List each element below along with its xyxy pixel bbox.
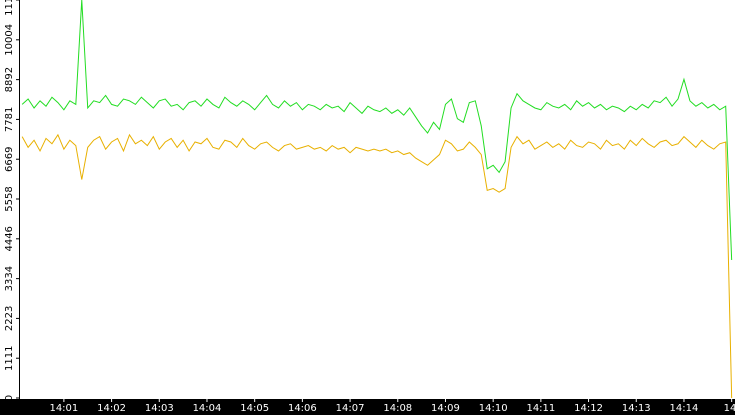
series-line — [21, 0, 733, 261]
y-tick-label: 11116 — [4, 0, 15, 16]
y-tick-label: 3334 — [4, 266, 15, 291]
x-tick-label: 14: — [724, 403, 735, 414]
x-tick-label: 14:11 — [526, 403, 555, 414]
x-tick-label: 14:01 — [49, 403, 78, 414]
x-tick-label: 14:06 — [288, 403, 317, 414]
x-tick-label: 14:02 — [97, 403, 126, 414]
x-tick-label: 14:13 — [622, 403, 651, 414]
series-line — [21, 133, 733, 399]
x-tick-label: 14:14 — [670, 403, 699, 414]
x-tick-label: 14:10 — [479, 403, 508, 414]
x-tick-label: 14:04 — [193, 403, 222, 414]
y-tick-label: 4446 — [4, 226, 15, 251]
y-tick-label: 7781 — [4, 107, 15, 132]
x-tick-label: 14:09 — [431, 403, 460, 414]
y-tick-label: 1111 — [4, 345, 15, 370]
x-tick-label: 14:05 — [240, 403, 269, 414]
y-tick-label: 2223 — [4, 306, 15, 331]
y-tick-label: 10004 — [4, 24, 15, 56]
y-tick-label: 5558 — [4, 186, 15, 211]
x-axis-band — [0, 399, 735, 415]
y-tick-label: 8892 — [4, 67, 15, 92]
x-tick-label: 14:08 — [383, 403, 412, 414]
y-tick-label: 0 — [4, 395, 15, 401]
x-tick-label: 14:03 — [145, 403, 174, 414]
x-tick-label: 14:12 — [574, 403, 603, 414]
x-tick-label: 14:07 — [336, 403, 365, 414]
y-tick-label: 6669 — [4, 146, 15, 171]
